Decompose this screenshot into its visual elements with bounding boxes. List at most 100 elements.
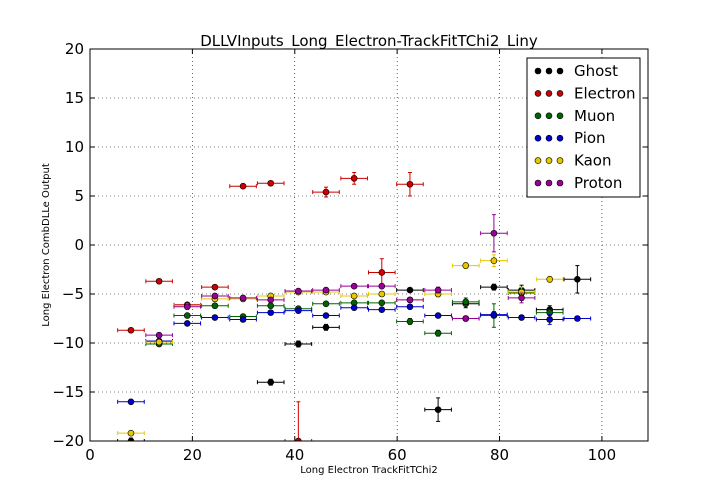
muon-point: [462, 298, 470, 306]
proton-point: [462, 315, 470, 322]
legend-item-electron: Electron: [534, 84, 636, 102]
legend: Ghost Electron Muon Pion Kaon Proton: [526, 57, 641, 198]
electron-point: [267, 179, 275, 187]
electron-point: [155, 277, 163, 285]
kaon-point: [546, 275, 554, 283]
legend-marker-electron: [545, 90, 553, 97]
proton-point: [378, 282, 386, 290]
series-proton: [145, 214, 536, 339]
y-axis-label: Long Electron CombDLLe Output: [41, 163, 52, 327]
electron-point: [406, 180, 414, 188]
plot-frame: [89, 48, 649, 442]
pion-point: [350, 304, 358, 312]
muon-point: [183, 312, 191, 319]
legend-item-proton: Proton: [534, 174, 622, 192]
pion-point: [127, 398, 135, 406]
electron-point: [295, 437, 302, 441]
proton-point: [211, 292, 219, 300]
ghost-point: [490, 283, 498, 291]
pion-point: [490, 311, 498, 318]
legend-marker-pion: [556, 134, 564, 142]
legend-box: [526, 57, 641, 198]
x-tick-label: 80: [490, 446, 509, 464]
legend-marker-kaon: [534, 157, 542, 164]
legend-marker-ghost: [556, 67, 564, 75]
muon-point: [267, 302, 275, 310]
legend-marker-kaon: [556, 157, 564, 164]
proton-point: [350, 282, 358, 290]
proton-point: [183, 303, 191, 311]
muon-point: [211, 302, 219, 310]
muon-point: [434, 329, 442, 337]
legend-label-kaon: Kaon: [574, 152, 611, 170]
y-tick-label: 10: [65, 138, 84, 156]
ghost-point: [574, 275, 581, 283]
pion-point: [211, 314, 219, 321]
pion-point: [434, 312, 442, 319]
legend-label-proton: Proton: [574, 174, 622, 192]
legend-label-muon: Muon: [574, 107, 615, 125]
legend-marker-muon: [545, 112, 553, 120]
proton-point: [155, 331, 163, 339]
pion-point: [546, 316, 554, 323]
proton-point: [406, 296, 414, 304]
kaon-point: [378, 290, 386, 298]
pion-point: [574, 315, 581, 322]
pion-point: [239, 316, 247, 323]
ghost-point: [406, 286, 414, 294]
x-tick-label: 100: [588, 446, 617, 464]
pion-point: [267, 309, 275, 316]
y-tick-label: 0: [74, 236, 84, 254]
kaon-point: [490, 257, 498, 264]
pion-point: [322, 312, 330, 319]
electron-point: [350, 175, 358, 182]
y-tick-label: 15: [65, 89, 84, 107]
proton-point: [518, 294, 525, 302]
proton-point: [434, 286, 442, 294]
legend-marker-pion: [545, 134, 553, 142]
x-tick-label: 40: [285, 446, 304, 464]
y-tick-label: −10: [52, 334, 84, 352]
legend-marker-proton: [545, 179, 553, 187]
electron-point: [239, 182, 247, 190]
muon-point: [322, 300, 330, 308]
muon-point: [378, 299, 386, 307]
y-tick-label: 5: [74, 187, 84, 205]
ghost-point: [295, 340, 302, 348]
legend-marker-muon: [556, 112, 564, 120]
y-tick-label: 20: [65, 40, 84, 58]
kaon-point: [350, 292, 358, 300]
pion-point: [378, 306, 386, 313]
legend-label-ghost: Ghost: [574, 62, 618, 80]
x-tick-label: 20: [183, 446, 202, 464]
proton-point: [239, 294, 247, 302]
legend-marker-electron: [556, 90, 564, 97]
ghost-point: [434, 406, 442, 413]
y-tick-label: −20: [52, 432, 84, 450]
muon-point: [406, 318, 414, 325]
series-muon: [145, 288, 564, 348]
legend-label-electron: Electron: [574, 84, 636, 102]
legend-marker-ghost: [545, 67, 553, 75]
chart-title: DLLVInputs_Long_Electron-TrackFitTChi2_L…: [200, 32, 538, 51]
legend-marker-muon: [534, 112, 542, 120]
y-tick-label: −5: [62, 285, 84, 303]
proton-point: [322, 286, 330, 294]
legend-item-ghost: Ghost: [534, 62, 618, 80]
ghost-point: [127, 437, 135, 441]
legend-marker-proton: [556, 179, 564, 187]
series-pion: [117, 303, 592, 406]
kaon-point: [462, 262, 470, 269]
pion-point: [518, 314, 525, 321]
legend-label-pion: Pion: [574, 129, 606, 147]
pion-point: [183, 320, 191, 327]
x-tick-label: 0: [85, 446, 95, 464]
legend-item-kaon: Kaon: [534, 152, 611, 170]
data-layer: [117, 171, 592, 441]
kaon-point: [127, 429, 135, 437]
legend-marker-kaon: [545, 157, 553, 164]
ghost-point: [322, 324, 330, 331]
y-tick-label: −15: [52, 383, 84, 401]
proton-point: [490, 229, 498, 237]
